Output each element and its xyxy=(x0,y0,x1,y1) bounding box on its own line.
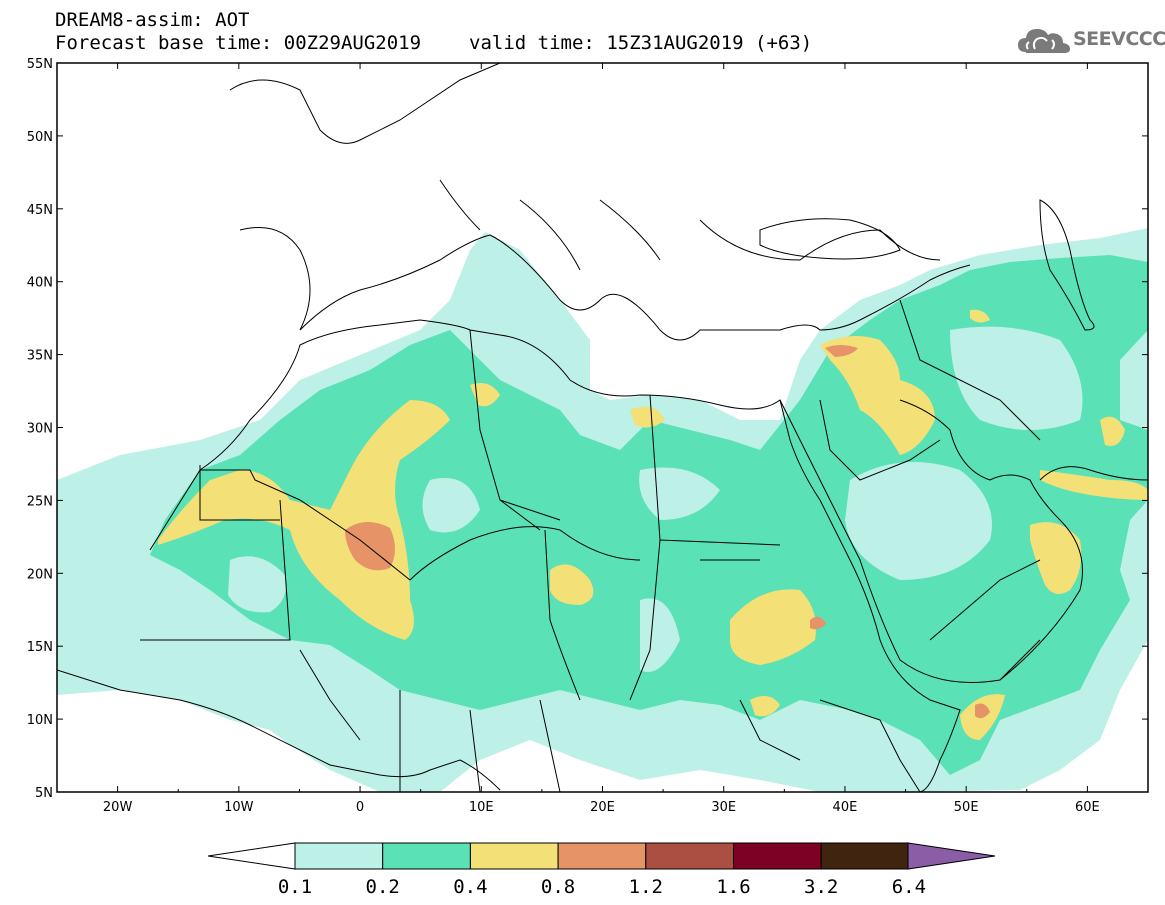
lat-tick-label: 35N xyxy=(27,349,53,364)
lat-tick-label: 10N xyxy=(27,713,53,728)
aot-band-high xyxy=(550,564,594,605)
lon-tick-label: 40E xyxy=(833,800,858,815)
lon-tick-label: 20W xyxy=(103,800,133,815)
colorbar-box xyxy=(733,842,822,870)
aot-hole xyxy=(845,462,992,580)
aot-band-higher xyxy=(825,345,858,357)
aot-band-high xyxy=(630,406,665,428)
lon-tick-label: 10E xyxy=(469,800,494,815)
lat-tick-label: 30N xyxy=(27,422,53,437)
aot-hole xyxy=(640,598,680,672)
aot-hole xyxy=(422,478,480,533)
lon-tick-label: 30E xyxy=(711,800,736,815)
coastline-europe xyxy=(229,63,971,341)
map-title: DREAM8-assim: AOT xyxy=(55,9,250,31)
aot-band-higher xyxy=(810,616,826,630)
lat-tick-label: 50N xyxy=(27,130,53,145)
aot-band-high xyxy=(820,336,935,455)
lat-tick-label: 15N xyxy=(27,640,53,655)
time-info: Forecast base time: 00Z29AUG2019 valid ti… xyxy=(55,32,812,54)
aot-contours xyxy=(57,228,1148,792)
aot-band-high xyxy=(1030,522,1082,594)
logo-text: SEEVCCC xyxy=(1073,28,1165,50)
aot-hole xyxy=(950,326,1083,430)
aot-band-high xyxy=(1100,416,1125,446)
aot-band-high xyxy=(730,589,816,665)
coastline-black-sea xyxy=(759,218,901,260)
lon-tick-label: 0 xyxy=(356,800,364,815)
aot-hole xyxy=(228,556,286,613)
colorbar-label: 1.2 xyxy=(629,876,663,898)
colorbar-under-arrow xyxy=(207,842,296,870)
coastline-africa xyxy=(57,319,961,792)
valid-time: valid time: 15Z31AUG2019 (+63) xyxy=(469,32,813,54)
lat-tick-label: 40N xyxy=(27,276,53,291)
lat-tick-label: 55N xyxy=(27,57,53,72)
colorbar-label: 0.1 xyxy=(278,876,312,898)
cloud-icon xyxy=(1018,29,1070,53)
aot-band-high xyxy=(1040,470,1148,500)
lat-tick-label: 20N xyxy=(27,567,53,582)
longitude-axis: 20W 10W 0 10E 20E 30E 40E 50E 60E xyxy=(56,63,1149,815)
aot-band-high xyxy=(970,309,990,323)
colorbar-box xyxy=(645,842,734,870)
colorbar-label: 6.4 xyxy=(892,876,926,898)
colorbar-over-arrow xyxy=(907,842,996,870)
colorbar-label: 0.2 xyxy=(366,876,400,898)
colorbar-boxes xyxy=(294,842,910,870)
lat-tick-label: 45N xyxy=(27,203,53,218)
colorbar-labels: 0.1 0.2 0.4 0.8 1.2 1.6 3.2 6.4 xyxy=(278,876,926,898)
colorbar-box xyxy=(557,842,647,870)
aot-band-high xyxy=(750,696,780,717)
aot-band-high xyxy=(158,400,450,640)
lon-tick-label: 20E xyxy=(590,800,615,815)
colorbar-box xyxy=(382,842,471,870)
latitude-axis: 55N 50N 45N 40N 35N 30N 25N 20N 15N 10N 5N xyxy=(27,57,1148,801)
colorbar-box xyxy=(469,842,559,870)
seevccc-logo: SEEVCCC xyxy=(1016,22,1165,58)
country-borders xyxy=(140,299,1041,792)
lon-tick-label: 10W xyxy=(224,800,254,815)
coastline-caspian xyxy=(1039,199,1095,331)
aot-band-higher xyxy=(975,703,990,719)
colorbar-label: 0.4 xyxy=(453,876,487,898)
coastline-arabia xyxy=(779,399,1148,683)
colorbar-label: 0.8 xyxy=(541,876,575,898)
lon-tick-label: 60E xyxy=(1075,800,1100,815)
forecast-base-time: Forecast base time: 00Z29AUG2019 xyxy=(55,32,422,54)
lon-tick-label: 50E xyxy=(954,800,979,815)
lat-tick-label: 25N xyxy=(27,494,53,509)
aot-hole xyxy=(639,467,720,520)
colorbar-box xyxy=(820,842,910,870)
colorbar-label: 1.6 xyxy=(716,876,750,898)
lat-tick-label: 5N xyxy=(35,786,53,801)
colorbar-label: 3.2 xyxy=(804,876,838,898)
colorbar-box xyxy=(294,842,384,870)
coastlines-borders xyxy=(57,63,1148,792)
